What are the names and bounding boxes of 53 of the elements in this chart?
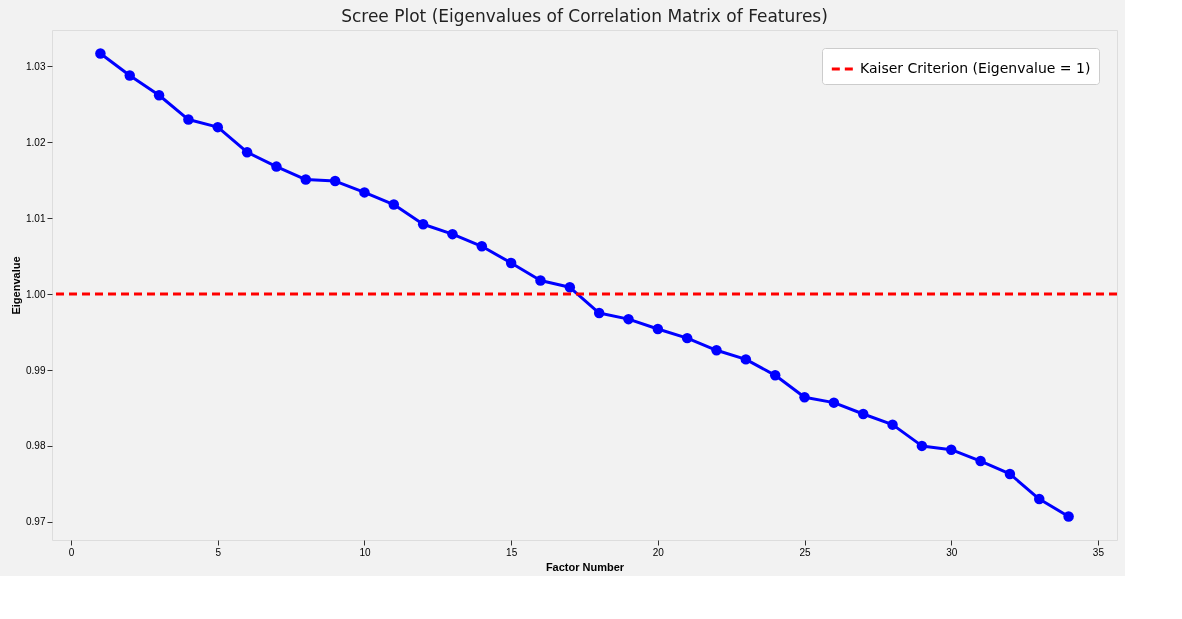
point bbox=[1004, 468, 1016, 480]
point bbox=[124, 70, 135, 81]
y-tick-label: 0.97 bbox=[26, 516, 46, 528]
point bbox=[183, 114, 194, 125]
point bbox=[535, 275, 546, 286]
point bbox=[623, 313, 634, 325]
x-tick-label: 35 bbox=[1092, 546, 1105, 558]
point bbox=[447, 228, 458, 240]
point bbox=[975, 455, 986, 467]
point bbox=[681, 332, 693, 344]
x-axis-title: Factor Number bbox=[545, 560, 625, 573]
y-tick-label: 1.03 bbox=[26, 60, 46, 72]
point bbox=[1034, 493, 1045, 505]
legend-label: Kaiser Criterion (Eigenvalue = 1) bbox=[860, 60, 1091, 76]
point bbox=[887, 419, 898, 430]
point bbox=[652, 323, 664, 335]
y-tick-label: 0.99 bbox=[26, 364, 46, 376]
point bbox=[300, 174, 312, 185]
point bbox=[916, 440, 928, 452]
point bbox=[505, 257, 517, 269]
chart-title: Scree Plot (Eigenvalues of Correlation Matrix of Features) bbox=[341, 6, 828, 26]
point bbox=[857, 408, 869, 420]
point bbox=[212, 121, 224, 133]
x-tick-label: 0 bbox=[68, 546, 75, 558]
point bbox=[417, 219, 429, 230]
point bbox=[359, 187, 370, 198]
x-tick-label: 20 bbox=[652, 546, 665, 558]
point bbox=[945, 444, 957, 455]
point bbox=[1063, 511, 1074, 522]
x-tick-label: 30 bbox=[946, 546, 958, 558]
point bbox=[95, 48, 106, 59]
point bbox=[388, 199, 400, 210]
point bbox=[271, 161, 282, 172]
point bbox=[769, 370, 781, 381]
point bbox=[711, 345, 722, 356]
x-tick-label: 5 bbox=[215, 546, 222, 558]
x-tick-label: 25 bbox=[799, 546, 812, 558]
x-tick-label: 15 bbox=[506, 546, 518, 558]
y-tick-label: 1.00 bbox=[26, 288, 46, 300]
point bbox=[593, 307, 605, 319]
point bbox=[241, 146, 253, 158]
y-tick-label: 1.01 bbox=[26, 212, 46, 224]
y-tick-label: 0.98 bbox=[26, 440, 46, 452]
point bbox=[828, 397, 840, 408]
point bbox=[329, 175, 341, 187]
point bbox=[476, 241, 488, 252]
point bbox=[799, 392, 810, 403]
y-axis-title: Eigenvalue bbox=[10, 256, 23, 315]
x-tick-label: 10 bbox=[359, 546, 371, 558]
y-tick-label: 1.02 bbox=[26, 136, 46, 148]
point bbox=[740, 354, 752, 365]
point bbox=[153, 90, 165, 101]
point bbox=[564, 282, 576, 293]
